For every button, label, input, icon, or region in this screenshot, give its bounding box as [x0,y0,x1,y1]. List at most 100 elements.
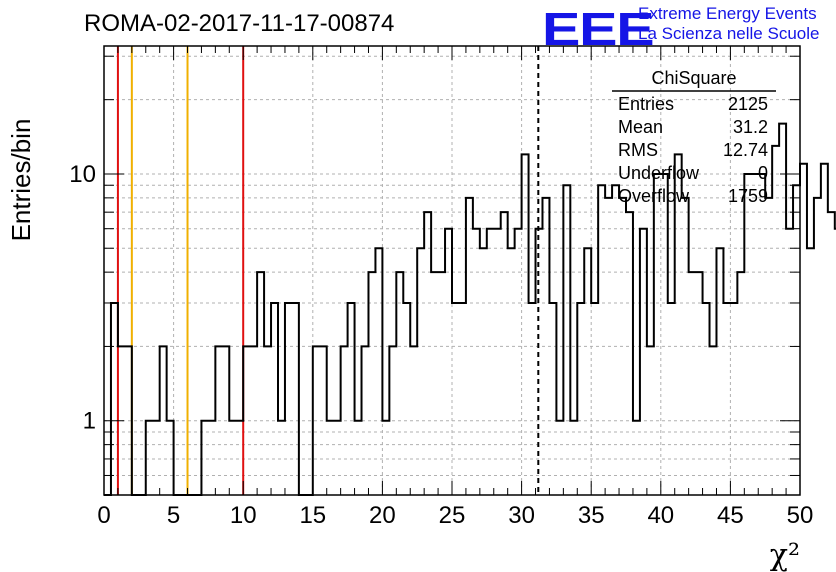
histogram-series [104,122,836,496]
histogram-bin [153,421,160,495]
logo-tagline-1: Extreme Energy Events [638,4,817,23]
histogram-bin [285,303,292,495]
histogram-bin [320,346,327,495]
histogram-bin [730,303,737,495]
histogram-bin [313,346,320,495]
stats-row-value: 0 [758,163,768,183]
histogram-bin [355,421,362,495]
histogram-bin [222,346,229,495]
histogram-bin [473,229,480,495]
histogram-bin [800,164,807,495]
histogram-bin [146,421,153,495]
logo-tagline-2: La Scienza nelle Scuole [638,24,820,43]
x-tick-label: 35 [578,502,605,529]
grid-layer [104,46,800,496]
histogram-bin [619,198,626,495]
histogram-bin [591,303,598,495]
histogram-bin [772,146,779,495]
histogram-bin [278,421,285,495]
histogram-bin [264,346,271,495]
histogram-bin [292,303,299,495]
stats-row-label: Overflow [618,186,690,206]
histogram-bin [758,174,765,495]
histogram-bin [529,303,536,495]
histogram-bin [236,421,243,495]
stats-row-value: 1759 [728,186,768,206]
x-tick-label: 50 [787,502,814,529]
histogram-bin [348,303,355,495]
histogram-bin [375,248,382,495]
histogram-bin [201,421,208,495]
x-axis-label: χ² [770,538,800,572]
histogram-bin [626,212,633,495]
histogram-bin [744,174,751,495]
histogram-bin [410,346,417,495]
x-tick-label: 25 [439,502,466,529]
histogram-bin [487,229,494,495]
histogram-bin [334,421,341,495]
histogram-bin [661,174,668,495]
histogram-bin [327,421,334,495]
x-tick-label: 0 [97,502,110,529]
histogram-bin [257,272,264,495]
histogram-bin [640,229,647,495]
histogram-bin [682,198,689,495]
histogram-bin [828,212,835,495]
histogram-bin [501,212,508,495]
histogram-bin [382,421,389,495]
histogram-bin [368,272,375,495]
x-tick-label: 30 [508,502,535,529]
eee-logo-mark: EEE [542,3,655,55]
histogram-bin [549,303,556,495]
histogram-bin [403,303,410,495]
histogram-bin [821,164,828,495]
histogram-bin [508,248,515,495]
stats-box: ChiSquare Entries 2125 Mean 31.2 RMS 12.74 Unde… [612,68,776,206]
histogram-bin [480,248,487,495]
histogram-bin [668,303,675,495]
histogram-bin [584,248,591,495]
histogram-bin [445,229,452,495]
x-tick-label: 5 [167,502,180,529]
histogram-bin [751,174,758,495]
stats-row-value: 12.74 [723,140,768,160]
x-tick-label: 15 [299,502,326,529]
stats-row-label: RMS [618,140,658,160]
histogram-bin [633,421,640,495]
histogram-bin [431,272,438,495]
histogram-bin [466,198,473,495]
histogram-bin [167,421,174,495]
x-tick-label: 10 [230,502,257,529]
histogram-bin [814,198,821,495]
histogram-bin [737,272,744,495]
histogram-bin [765,198,772,495]
histogram-bin [229,421,236,495]
histogram-bin [459,303,466,495]
histogram-bin [689,272,696,495]
histogram-bin [494,229,501,495]
histogram-bin [111,303,118,495]
histogram-bin [779,124,786,495]
stats-row-label: Underflow [618,163,700,183]
histogram-bin [556,421,563,495]
stats-row-value: 31.2 [733,117,768,137]
y-axis-label: Entries/bin [6,119,36,242]
y-tick-label: 1 [83,408,96,435]
histogram-bin [389,346,396,495]
histogram-bin [647,346,654,495]
histogram-bin [536,229,543,495]
histogram-bin [577,303,584,495]
histogram-bin [654,174,661,495]
x-tick-label: 20 [369,502,396,529]
x-tick-label: 40 [647,502,674,529]
histogram-bin [542,198,549,495]
histogram-bin [703,303,710,495]
histogram-bin [396,272,403,495]
histogram-bin [271,303,278,495]
histogram-bin [793,185,800,495]
stats-row-label: Mean [618,117,663,137]
histogram-bin [250,346,257,495]
histogram-bin [341,346,348,495]
histogram-bin [807,248,814,495]
